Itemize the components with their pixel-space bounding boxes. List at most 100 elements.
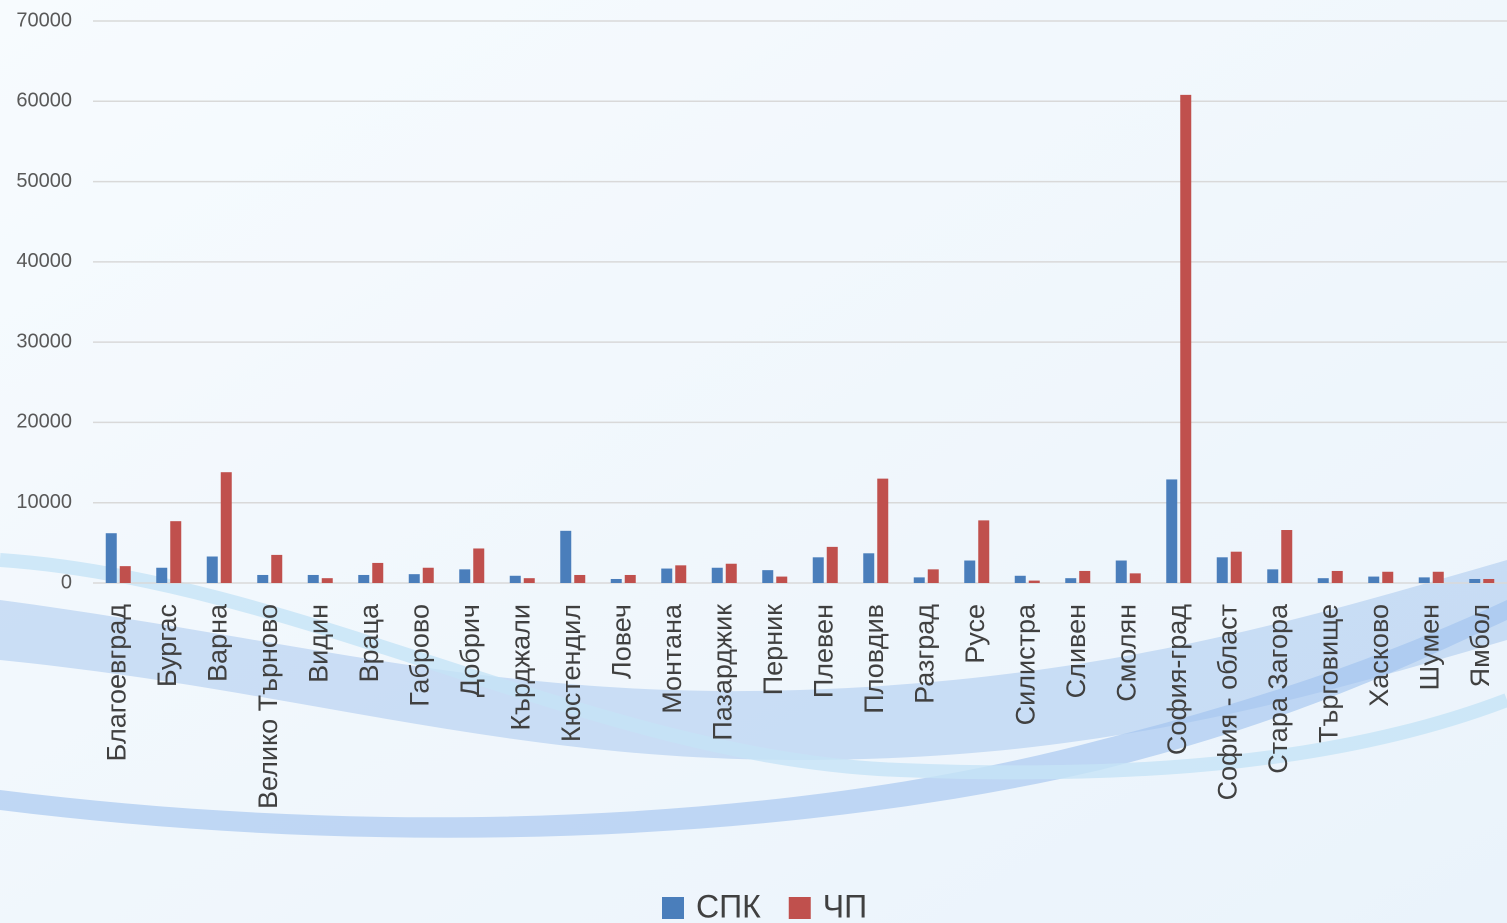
x-tick-label: Габрово [404,604,434,707]
bar [927,569,939,583]
bar [358,574,370,583]
y-tick-label: 50000 [16,170,72,192]
bar [762,570,774,583]
x-tick-label: Плевен [808,604,838,698]
bar [271,554,283,583]
bar [1483,578,1495,583]
x-tick-label: Ловеч [606,604,636,679]
y-tick-label: 10000 [16,491,72,513]
bar [1418,577,1430,583]
bar [1216,557,1228,583]
bar [711,567,723,583]
x-tick-label: Велико Търново [253,604,283,809]
bar [1115,560,1127,583]
y-tick-label: 40000 [16,250,72,272]
bar [574,574,586,583]
bar [812,557,824,583]
bar [877,478,889,583]
x-tick-label: Перник [758,604,788,695]
bar [978,520,990,583]
bar [863,553,875,583]
x-tick-label: София - област [1212,604,1242,800]
bar [964,560,976,583]
y-tick-label: 0 [61,571,72,593]
legend-label: ЧП [823,888,867,923]
x-tick-label: Бургас [152,604,182,687]
bar [1065,578,1077,583]
legend-swatch [788,897,811,919]
x-tick-label: Русе [960,604,990,664]
bar [1267,569,1279,583]
x-tick-label: Благоевград [101,604,131,762]
x-tick-label: Силистра [1010,603,1040,725]
bar [1368,576,1380,583]
bar [257,574,269,583]
legend-swatch [662,897,684,919]
bar [776,576,788,583]
bar [206,556,218,583]
bar [408,574,420,583]
bar [372,562,384,583]
bar [523,578,535,583]
decor-wave [0,553,1507,780]
decor-wave [0,600,1507,838]
x-tick-label: Кърджали [505,604,535,731]
x-tick-label: Враца [354,603,384,683]
bar [1014,575,1026,583]
y-tick-label: 30000 [16,330,72,352]
bar [1317,578,1329,583]
x-tick-label: Стара Загора [1263,603,1293,774]
x-tick-label: Видин [303,604,333,683]
bar [624,574,636,583]
bar [675,565,687,583]
bar [156,567,168,583]
bar [610,578,622,583]
x-tick-label: Смолян [1111,604,1141,702]
x-tick-label: Шумен [1414,604,1444,690]
bar [1166,479,1178,583]
x-tick-label: Варна [202,603,232,682]
bar [826,546,838,583]
bar [1079,570,1091,583]
bar [509,575,521,583]
x-tick-label: Добрич [455,604,485,697]
bar [473,548,485,583]
bar [725,563,737,583]
bar [661,568,673,583]
x-tick-label: Разград [909,604,939,704]
x-tick-label: Ямбол [1465,604,1495,687]
bar [422,567,434,583]
decor-wave [0,560,1507,760]
x-tick-label: София-град [1162,604,1192,755]
bar [1432,571,1444,583]
bar [119,566,131,583]
bar [913,577,925,583]
y-tick-label: 20000 [16,411,72,433]
x-tick-label: Кюстендил [556,604,586,742]
bar [1281,530,1293,583]
bar [220,472,232,583]
bar [321,578,333,583]
y-tick-label: 60000 [16,90,72,112]
bar [1230,551,1242,583]
bar [1331,570,1343,583]
x-tick-label: Сливен [1061,604,1091,698]
bar [307,574,319,583]
x-tick-label: Монтана [657,603,687,714]
bar [1180,94,1192,583]
bar [1382,571,1394,583]
bar [1129,573,1141,583]
bar [105,533,117,583]
bar [560,530,572,583]
x-tick-label: Хасково [1364,604,1394,707]
bar [1469,578,1481,583]
y-tick-label: 70000 [16,9,72,31]
x-tick-label: Пловдив [859,604,889,714]
bar [170,521,182,583]
legend-label: СПК [696,888,761,923]
x-tick-label: Пазарджик [707,604,737,741]
x-tick-label: Търговище [1313,604,1343,743]
bar [459,569,471,583]
